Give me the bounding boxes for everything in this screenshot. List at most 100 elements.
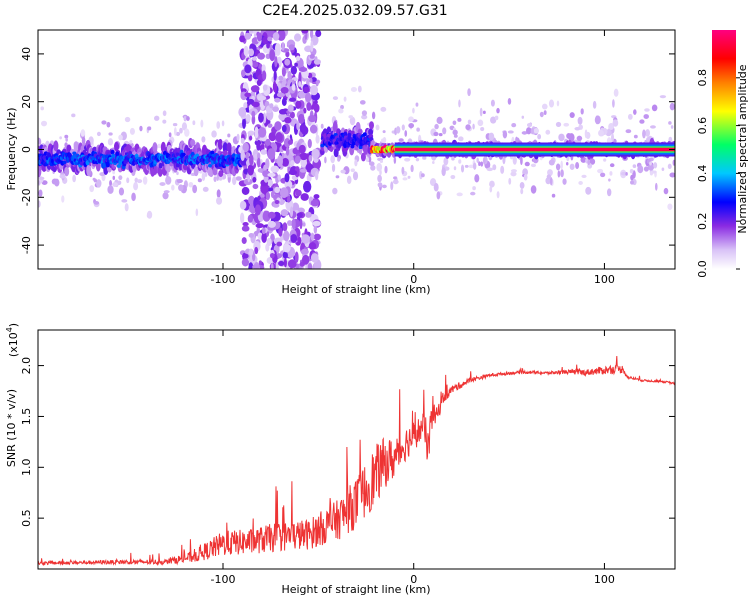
heatmap-cell — [539, 111, 544, 118]
heatmap-cell — [288, 44, 295, 51]
heatmap-cell — [313, 233, 322, 241]
heatmap-cell — [310, 40, 314, 52]
heatmap-cell — [73, 141, 79, 152]
heatmap-cell — [278, 112, 287, 121]
y-tick-label: 0 — [20, 146, 33, 153]
heatmap-cell — [291, 84, 296, 91]
heatmap-cell — [290, 159, 295, 166]
heatmap-cell — [284, 180, 293, 190]
snr-y-scale-base: (x10 — [7, 332, 20, 357]
heatmap-cell — [65, 137, 68, 142]
heatmap-cell — [543, 110, 547, 115]
heatmap-cell — [256, 141, 261, 151]
heatmap-cell — [313, 225, 318, 234]
heatmap-cell — [453, 134, 458, 138]
heatmap-cell — [464, 164, 469, 168]
heatmap-cell — [650, 125, 656, 129]
heatmap-cell — [59, 174, 66, 179]
heatmap-cell — [312, 220, 321, 227]
heatmap-cell — [519, 181, 525, 189]
heatmap-cell — [101, 120, 107, 125]
heatmap-cell — [433, 131, 439, 137]
heatmap-cell — [283, 230, 290, 242]
heatmap-cell — [555, 163, 561, 171]
heatmap-cell — [243, 178, 253, 186]
heatmap-cell — [404, 157, 411, 162]
heatmap-cell — [195, 208, 199, 217]
heatmap-cell — [175, 152, 180, 156]
heatmap-cell — [241, 186, 250, 195]
heatmap-cell — [332, 121, 338, 133]
heatmap-cell — [470, 191, 476, 196]
heatmap-cell — [630, 180, 635, 185]
heatmap-cell — [38, 176, 45, 180]
y-tick-label: 0.5 — [20, 509, 33, 527]
snr-series-line — [38, 355, 675, 567]
heatmap-cell — [210, 150, 215, 155]
heatmap-cell — [489, 185, 493, 193]
heatmap-cell — [594, 115, 601, 125]
heatmap-cell — [489, 180, 495, 188]
heatmap-cell — [72, 174, 77, 183]
heatmap-cell — [270, 165, 280, 173]
heatmap-cell — [40, 120, 48, 127]
heatmap-cell — [278, 75, 284, 81]
heatmap-cell — [301, 125, 309, 135]
heatmap-cell — [267, 179, 274, 187]
heatmap-cell — [266, 42, 270, 49]
heatmap-cell — [350, 168, 355, 173]
heatmap-cell — [285, 146, 290, 156]
heatmap-cell — [294, 62, 298, 67]
heatmap-cell — [332, 187, 338, 195]
colorbar-tick-label: 0.8 — [696, 69, 709, 87]
y-tick-label: -40 — [20, 236, 33, 254]
heatmap-cell — [242, 222, 249, 227]
heatmap-cell — [93, 178, 97, 183]
heatmap-cell — [486, 167, 494, 172]
heatmap-cell — [281, 67, 286, 77]
heatmap-cell — [467, 119, 472, 125]
heatmap-cell — [93, 201, 100, 205]
heatmap-cell — [252, 44, 257, 53]
heatmap-cell — [216, 189, 221, 198]
heatmap-cell — [398, 138, 404, 142]
heatmap-cell — [171, 138, 175, 142]
heatmap-cell — [202, 186, 209, 192]
heatmap-cell — [377, 182, 383, 188]
heatmap-cell — [108, 132, 113, 136]
heatmap-cell — [283, 257, 287, 268]
heatmap-cell — [492, 164, 497, 171]
heatmap-cell — [252, 176, 257, 183]
heatmap-cell — [282, 243, 291, 253]
heatmap-cell — [438, 133, 443, 137]
heatmap-cell — [376, 162, 383, 172]
heatmap-cell — [248, 248, 254, 257]
x-tick-label: -100 — [211, 273, 236, 286]
heatmap-cell — [254, 126, 259, 139]
heatmap-cell — [294, 33, 302, 42]
heatmap-cell — [407, 175, 411, 179]
heatmap-cell — [80, 129, 86, 137]
heatmap-cell — [59, 136, 62, 140]
heatmap-cell — [394, 147, 675, 152]
heatmap-cell — [129, 139, 133, 144]
heatmap-cell — [589, 158, 596, 165]
heatmap-cell — [629, 169, 634, 174]
heatmap-cell — [309, 77, 313, 83]
colorbar-ticks: 0.0 0.2 0.4 0.6 0.8 — [696, 69, 740, 278]
heatmap-cell — [603, 158, 607, 162]
heatmap-cell — [379, 159, 384, 164]
heatmap-cell — [419, 170, 423, 180]
heatmap-cell — [478, 161, 481, 166]
heatmap-cell — [303, 107, 307, 114]
snr-ticks: -100 0 100 0.5 1.0 1.5 2.0 — [20, 330, 675, 586]
colorbar: 0.0 0.2 0.4 0.6 0.8 Normalized spectral ampl… — [696, 30, 749, 278]
heatmap-cell — [256, 157, 261, 168]
heatmap-cell — [107, 185, 114, 194]
heatmap-cell — [54, 178, 60, 187]
heatmap-cell — [165, 176, 172, 185]
heatmap-cell — [254, 204, 262, 216]
heatmap-cell — [458, 99, 461, 108]
heatmap-cell — [330, 155, 336, 164]
snr-y-scale-close: ) — [7, 323, 20, 327]
